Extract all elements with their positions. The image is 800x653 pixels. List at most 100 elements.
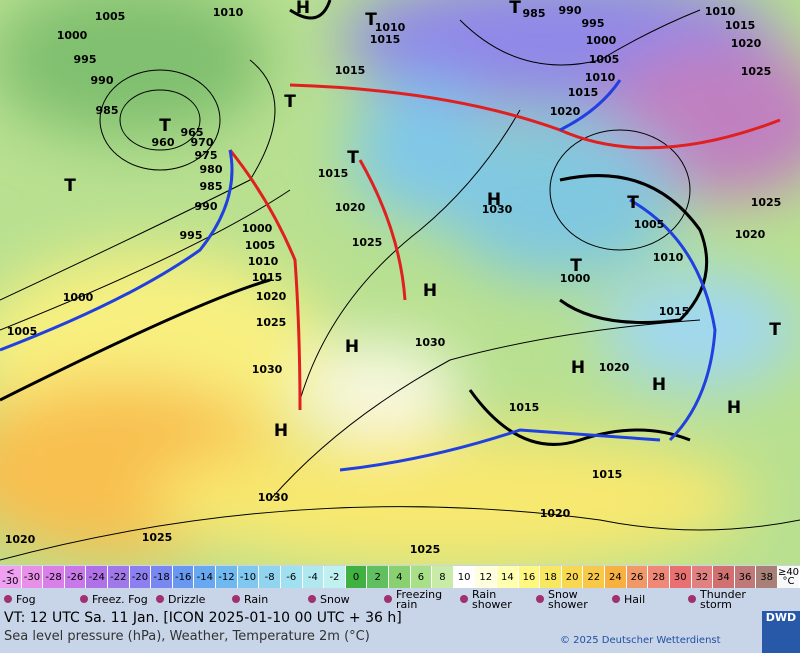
scale-label: 28: [652, 571, 665, 583]
weather-symbol-label: Thunder storm: [684, 589, 760, 611]
weather-symbol-label: Drizzle: [152, 589, 228, 611]
pressure-center: H: [487, 190, 501, 210]
isobar-label: 1010: [653, 251, 684, 264]
isobar-label: 1015: [509, 401, 540, 414]
scale-cell: 24: [605, 566, 627, 588]
isobar-label: 990: [91, 74, 114, 87]
scale-cell: 22: [583, 566, 606, 588]
isobar-label: 990: [195, 200, 218, 213]
scale-label: -14: [196, 571, 213, 583]
isobar-label: 1015: [370, 33, 401, 46]
scale-cell: 26: [626, 566, 649, 588]
scale-cell: 4: [388, 566, 411, 588]
scale-cell: 6: [410, 566, 433, 588]
isobar-label: 1030: [258, 491, 289, 504]
copyright: © 2025 Deutscher Wetterdienst: [560, 635, 721, 646]
cold-front: [339, 428, 661, 472]
pressure-center: T: [365, 10, 377, 30]
scale-label: 16: [522, 571, 536, 583]
scale-cell: -26: [64, 566, 87, 588]
isobar-label: 1030: [252, 363, 283, 376]
scale-cell: 0: [345, 566, 368, 588]
isobar-label: 1025: [352, 236, 383, 249]
valid-time: VT: 12 UTC Sa. 11 Jan. [ICON 2025-01-10 …: [4, 610, 402, 626]
pressure-center: H: [274, 421, 288, 441]
scale-label: 24: [609, 571, 622, 583]
scale-high: ≥40 °C: [777, 566, 800, 588]
scale-label: -8: [264, 571, 275, 583]
scale-cell: 38: [756, 566, 778, 588]
isobar-label: 1020: [540, 507, 571, 520]
isobar-label: 1025: [751, 196, 782, 209]
scale-cell: -16: [172, 566, 195, 588]
isobars: [0, 9, 800, 561]
isobar-label: 1025: [741, 65, 772, 78]
isobar-label: 980: [200, 163, 223, 176]
isobar-label: 960: [152, 136, 175, 149]
isobar-label: 1015: [252, 271, 283, 284]
isobar-label: 1030: [415, 336, 446, 349]
scale-label: -4: [307, 571, 318, 583]
scale-cell: -4: [302, 566, 325, 588]
scale-cell: 28: [648, 566, 670, 588]
isobar-label: 1020: [731, 37, 762, 50]
scale-cell: 2: [367, 566, 389, 588]
isobar-label: 1015: [568, 86, 599, 99]
isobar-label: 1005: [95, 10, 126, 23]
weather-legend: Fog Freez. Fog Drizzle Rain Snow Freezing rai…: [0, 589, 760, 611]
isobar-label: 1015: [659, 305, 690, 318]
scale-label: 32: [695, 571, 709, 583]
isobar-label: 995: [74, 53, 97, 66]
scale-label: 8: [439, 571, 446, 583]
scale-label: 34: [717, 571, 730, 583]
pressure-center: H: [423, 281, 437, 301]
scale-label: 22: [587, 571, 601, 583]
isobar-label: 1030: [482, 203, 513, 216]
isobar-label: 1005: [245, 239, 276, 252]
weather-symbol-label: Rain shower: [456, 589, 532, 611]
scale-label: 2: [374, 571, 381, 583]
scale-cell: -30: [21, 566, 44, 588]
isobar-label: 975: [195, 149, 218, 162]
scale-cell: 10: [453, 566, 476, 588]
weather-symbol-label: Freez. Fog: [76, 589, 152, 611]
scale-cell: 8: [432, 566, 454, 588]
scale-label: -16: [175, 571, 192, 583]
scale-label: -24: [88, 571, 105, 583]
scale-label: 18: [544, 571, 557, 583]
pressure-center: T: [627, 193, 639, 213]
pressure-center: H: [652, 375, 666, 395]
isobar-label: 965: [181, 126, 204, 139]
weather-symbol-label: Hail: [608, 589, 684, 611]
isobar-label: 1025: [256, 316, 287, 329]
scale-cell: -24: [86, 566, 109, 588]
scale-label: -30: [2, 576, 19, 587]
isobar-label: 1005: [634, 218, 665, 231]
isobar-label: 990: [559, 4, 582, 17]
cold-front: [629, 198, 717, 442]
isobar-label: 1025: [142, 531, 173, 544]
isobar-label: 995: [582, 17, 605, 30]
pressure-center: H: [571, 358, 585, 378]
logo: DWD: [762, 611, 800, 653]
pressure-center: T: [347, 148, 359, 168]
weather-symbol-label: Snow shower: [532, 589, 608, 611]
pressure-center: T: [769, 320, 781, 340]
scale-cell: 30: [669, 566, 692, 588]
isobar-label: 1010: [248, 255, 279, 268]
scale-label: -26: [66, 571, 84, 583]
scale-label: -22: [110, 571, 127, 583]
scale-cell: -20: [129, 566, 152, 588]
warm-front: [358, 159, 407, 301]
isobar-label: 1000: [242, 222, 273, 235]
isobar-label: 1015: [335, 64, 366, 77]
scale-cell: -22: [108, 566, 130, 588]
isobar-label: 1000: [560, 272, 591, 285]
scale-label: ≥40: [777, 567, 800, 578]
isobar-label: 1020: [5, 533, 36, 546]
weather-symbol-label: Freezing rain: [380, 589, 456, 611]
isobar-label: 1020: [550, 105, 581, 118]
scale-cell: -18: [151, 566, 173, 588]
